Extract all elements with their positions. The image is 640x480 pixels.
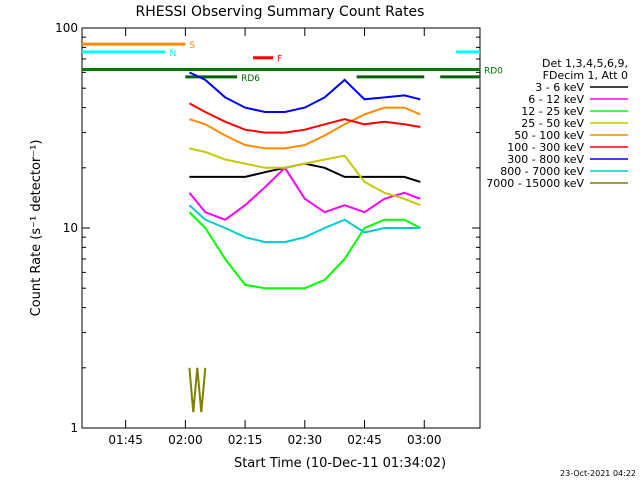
legend-label-6: 300 - 800 keV (507, 153, 584, 166)
legend-label-5: 100 - 300 keV (507, 141, 584, 154)
x-tick-label: 01:45 (108, 433, 143, 447)
x-tick-label: 02:30 (288, 433, 323, 447)
y-tick-label: 1 (70, 421, 78, 435)
x-tick-label: 02:00 (168, 433, 203, 447)
flag-label-rd6: RD6 (241, 74, 260, 84)
series-line-3 (189, 147, 421, 207)
x-axis-label: Start Time (10-Dec-11 01:34:02) (234, 456, 446, 471)
y-axis-label: Count Rate (s⁻¹ detector⁻¹) (29, 140, 44, 317)
y-tick-label: 100 (55, 21, 78, 35)
legend-header-line1: Det 1,3,4,5,6,9, (542, 57, 628, 70)
legend-label-0: 3 - 6 keV (535, 81, 584, 94)
series-line-4 (189, 106, 421, 150)
series-line-8 (188, 367, 207, 413)
legend-header-line2: FDecim 1, Att 0 (543, 69, 628, 82)
legend-label-8: 7000 - 15000 keV (486, 177, 584, 190)
series-line-1 (188, 166, 421, 221)
x-tick-label: 02:15 (228, 433, 263, 447)
flag-label-rd0: RD0 (484, 67, 503, 77)
x-tick-label: 03:00 (407, 433, 442, 447)
flag-label-s: S (189, 41, 195, 51)
flag-label-n: N (169, 49, 176, 59)
legend-label-3: 25 - 50 keV (521, 117, 584, 130)
legend-label-4: 50 - 100 keV (514, 129, 584, 142)
y-tick-label: 10 (63, 221, 78, 235)
series-line-2 (188, 211, 421, 290)
chart-title: RHESSI Observing Summary Count Rates (136, 4, 425, 20)
plot-timestamp: 23-Oct-2021 04:22 (560, 469, 636, 478)
flag-label-f: F (277, 55, 282, 65)
series-line-5 (188, 102, 421, 134)
legend-label-2: 12 - 25 keV (521, 105, 584, 118)
legend-label-1: 6 - 12 keV (528, 93, 584, 106)
plot-area: S N F RD0 RD6 1 10 100 01:45 02:00 02:15 02:30 02:45… (55, 21, 503, 447)
series-line-6 (188, 71, 421, 113)
legend-label-7: 800 - 7000 keV (500, 165, 584, 178)
x-tick-label: 02:45 (347, 433, 382, 447)
series-line-7 (188, 204, 421, 244)
